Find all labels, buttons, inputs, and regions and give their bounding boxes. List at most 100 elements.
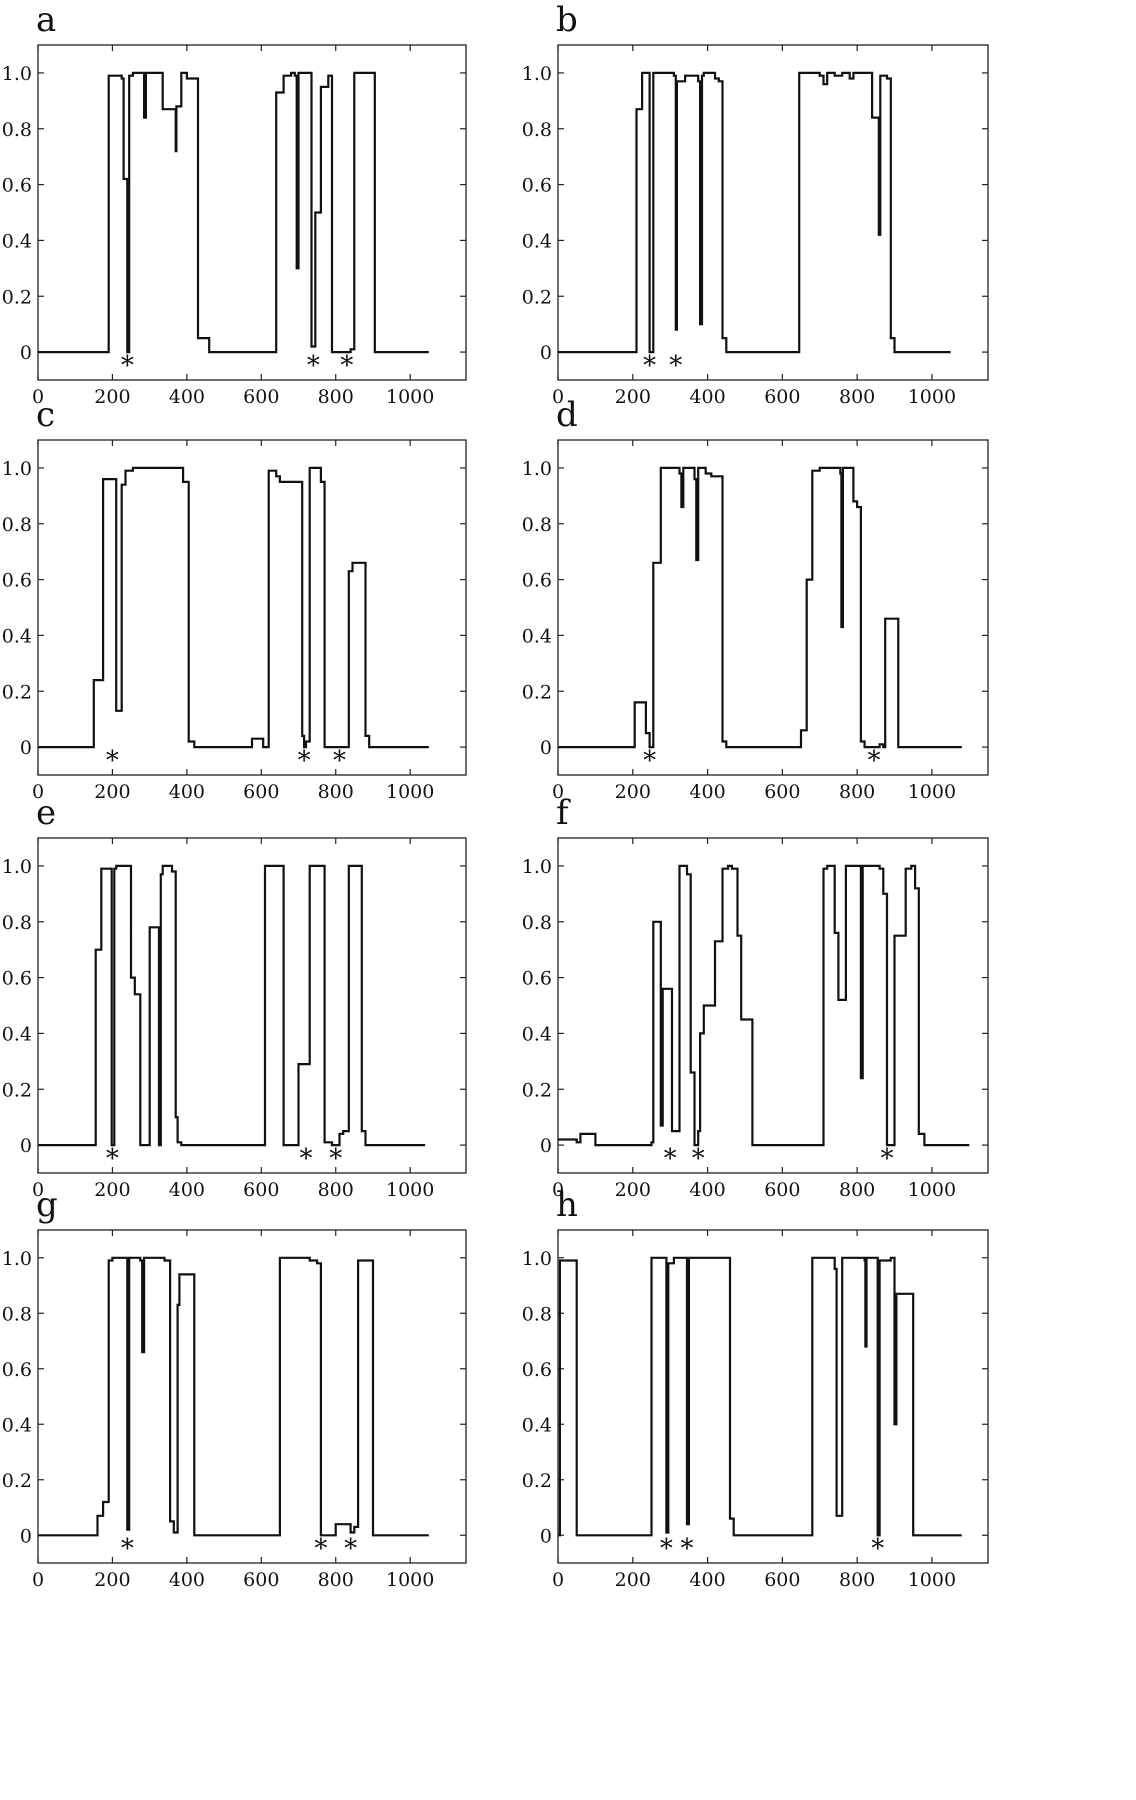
series-line xyxy=(558,466,962,749)
x-tick-label: 200 xyxy=(94,781,130,803)
x-tick-label: 800 xyxy=(839,386,875,408)
x-tick-label: 600 xyxy=(243,1569,279,1591)
x-tick-label: 200 xyxy=(94,386,130,408)
y-tick-label: 0.2 xyxy=(522,1079,552,1101)
series-line xyxy=(38,466,429,749)
x-tick-label: 400 xyxy=(169,1179,205,1201)
x-tick-label: 600 xyxy=(764,386,800,408)
star-marker: * xyxy=(867,746,880,776)
x-tick-label: 0 xyxy=(32,781,44,803)
y-tick-label: 0.8 xyxy=(522,912,552,934)
star-marker: * xyxy=(121,1534,134,1564)
x-tick-label: 0 xyxy=(552,1179,564,1201)
star-marker: * xyxy=(333,746,346,776)
y-tick-label: 0 xyxy=(540,737,552,759)
y-tick-label: 0 xyxy=(540,1525,552,1547)
x-tick-label: 800 xyxy=(318,1569,354,1591)
x-tick-label: 200 xyxy=(94,1179,130,1201)
x-tick-label: 800 xyxy=(318,386,354,408)
plot-frame xyxy=(37,439,467,776)
y-tick-label: 1.0 xyxy=(522,458,552,480)
x-tick-label: 1000 xyxy=(386,1569,434,1591)
x-tick-label: 800 xyxy=(839,1569,875,1591)
x-tick-label: 600 xyxy=(764,781,800,803)
y-tick-label: 0.6 xyxy=(2,1359,32,1381)
panel-letter: h xyxy=(556,1185,578,1225)
x-tick-label: 200 xyxy=(615,781,651,803)
x-tick-label: 1000 xyxy=(386,1179,434,1201)
x-tick-label: 600 xyxy=(243,1179,279,1201)
panel-g: g 0 200 400 600 800 1000 0 0.2 0.4 0.6 0.8 1.0 * * * xyxy=(2,1185,467,1591)
plot-frame xyxy=(37,44,467,381)
y-tick-label: 0.4 xyxy=(522,1414,552,1436)
y-tick-label: 0.6 xyxy=(2,570,32,592)
y-tick-label: 1.0 xyxy=(2,63,32,85)
y-tick-label: 0.6 xyxy=(522,968,552,990)
y-tick-label: 1.0 xyxy=(2,1248,32,1270)
y-tick-label: 0 xyxy=(20,1525,32,1547)
x-tick-label: 1000 xyxy=(908,781,956,803)
y-tick-label: 0 xyxy=(20,737,32,759)
x-tick-label: 1000 xyxy=(908,1179,956,1201)
star-marker: * xyxy=(681,1534,694,1564)
x-tick-label: 800 xyxy=(318,781,354,803)
y-tick-label: 0.8 xyxy=(522,1303,552,1325)
star-marker: * xyxy=(298,746,311,776)
y-tick-label: 0.6 xyxy=(522,570,552,592)
y-tick-label: 0 xyxy=(20,1135,32,1157)
y-tick-label: 1.0 xyxy=(522,1248,552,1270)
x-tick-label: 1000 xyxy=(908,386,956,408)
x-tick-label: 400 xyxy=(689,386,725,408)
x-tick-label: 600 xyxy=(764,1569,800,1591)
y-tick-label: 0.2 xyxy=(522,681,552,703)
series-line xyxy=(38,864,426,1147)
star-marker: * xyxy=(340,351,353,381)
x-tick-label: 800 xyxy=(318,1179,354,1201)
panel-a: a 0 200 400 600 800 1000 0 0.2 0.4 0.6 0.8 1.0 * * * xyxy=(2,0,467,408)
panel-f: f 0 200 400 600 800 1000 0 0.2 0.4 0.6 0.8 1.0 * * * xyxy=(522,793,989,1201)
star-marker: * xyxy=(881,1144,894,1174)
panel-letter: d xyxy=(556,395,578,435)
y-tick-label: 0.4 xyxy=(522,625,552,647)
x-tick-label: 0 xyxy=(552,386,564,408)
x-tick-label: 1000 xyxy=(386,386,434,408)
star-marker: * xyxy=(344,1534,357,1564)
series-line xyxy=(38,1256,429,1537)
y-tick-label: 0.2 xyxy=(522,286,552,308)
y-tick-label: 0.6 xyxy=(2,968,32,990)
x-tick-label: 400 xyxy=(689,781,725,803)
panel-letter: e xyxy=(36,793,56,833)
x-tick-label: 200 xyxy=(615,1569,651,1591)
y-tick-label: 0 xyxy=(540,342,552,364)
x-tick-label: 1000 xyxy=(908,1569,956,1591)
star-marker: * xyxy=(329,1144,342,1174)
x-tick-label: 200 xyxy=(615,1179,651,1201)
star-marker: * xyxy=(664,1144,677,1174)
y-tick-label: 0.2 xyxy=(2,286,32,308)
y-tick-label: 0.8 xyxy=(2,514,32,536)
panel-letter: a xyxy=(36,0,56,40)
x-tick-label: 0 xyxy=(32,1569,44,1591)
panel-letter: f xyxy=(556,793,571,833)
y-tick-label: 1.0 xyxy=(2,458,32,480)
y-tick-label: 1.0 xyxy=(2,856,32,878)
x-tick-label: 400 xyxy=(169,1569,205,1591)
x-tick-label: 800 xyxy=(839,781,875,803)
star-marker: * xyxy=(660,1534,673,1564)
star-marker: * xyxy=(106,1144,119,1174)
y-tick-label: 0.4 xyxy=(522,1023,552,1045)
x-tick-label: 400 xyxy=(169,781,205,803)
y-tick-label: 0.8 xyxy=(2,119,32,141)
y-tick-label: 0.8 xyxy=(522,514,552,536)
x-tick-label: 1000 xyxy=(386,781,434,803)
series-line xyxy=(558,71,951,354)
x-tick-label: 200 xyxy=(94,1569,130,1591)
x-tick-label: 600 xyxy=(243,781,279,803)
y-tick-label: 0.2 xyxy=(2,1470,32,1492)
panel-letter: b xyxy=(556,0,578,40)
star-marker: * xyxy=(643,351,656,381)
panel-b: b 0 200 400 600 800 1000 0 0.2 0.4 0.6 0.8 1.0 * * xyxy=(522,0,989,408)
star-marker: * xyxy=(871,1534,884,1564)
series-line xyxy=(38,71,429,354)
